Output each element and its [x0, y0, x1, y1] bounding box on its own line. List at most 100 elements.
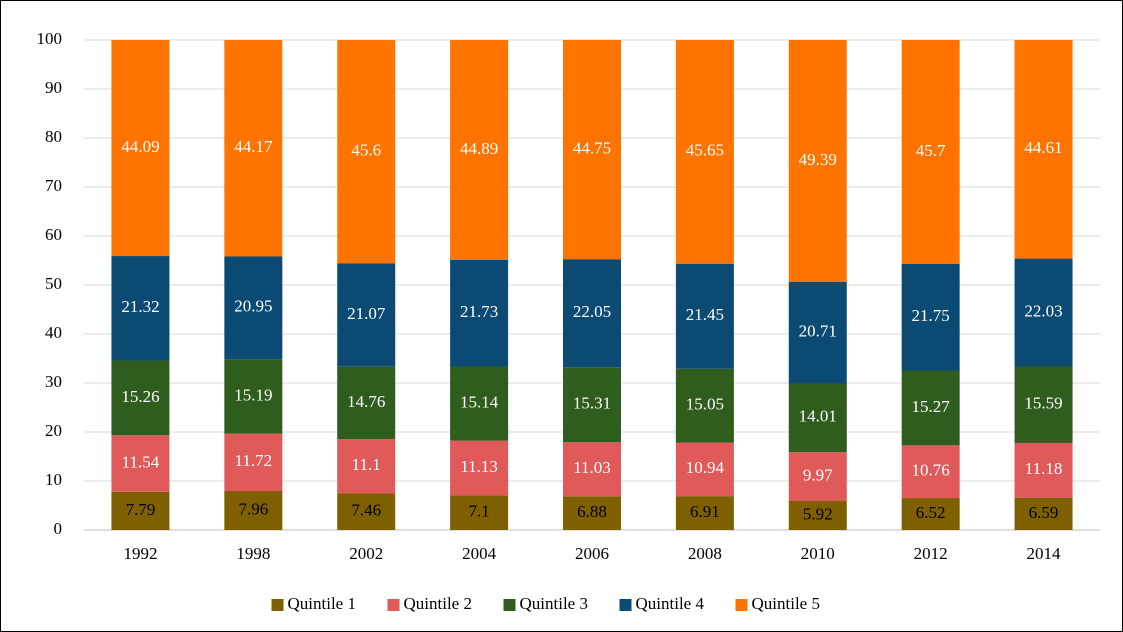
bar-segment [788, 40, 847, 283]
bar-segment [901, 370, 960, 446]
x-tick-label: 2012 [914, 544, 948, 563]
data-label: 7.96 [238, 499, 268, 518]
data-label: 49.39 [799, 150, 837, 169]
data-label: 15.19 [234, 385, 272, 404]
bar-segment [1014, 40, 1073, 259]
bar-segment [337, 439, 396, 494]
data-label: 44.17 [234, 137, 273, 156]
data-label: 21.07 [347, 304, 386, 323]
bar-segment [111, 491, 170, 530]
data-label: 6.52 [916, 503, 946, 522]
bar-segment [675, 496, 734, 530]
bar-segment [224, 490, 283, 530]
bar-segment [111, 360, 170, 436]
data-label: 44.75 [573, 138, 611, 157]
bar-segment [450, 366, 509, 441]
data-label: 45.65 [686, 141, 724, 160]
x-tick-label: 2006 [575, 544, 609, 563]
bar-segment [111, 256, 170, 361]
data-label: 15.31 [573, 394, 611, 413]
bar-segment [1014, 258, 1073, 367]
data-label: 22.03 [1024, 301, 1062, 320]
data-label: 7.1 [468, 502, 489, 521]
legend-label: Quintile 2 [404, 594, 472, 613]
legend-swatch [387, 599, 400, 611]
bar-segment [337, 40, 396, 264]
y-tick-label: 60 [45, 225, 62, 244]
data-label: 15.27 [912, 397, 951, 416]
bar-segment [788, 282, 847, 384]
bar-segment [901, 263, 960, 371]
bar-segment [788, 383, 847, 453]
x-tick-label: 1992 [123, 544, 157, 563]
data-label: 22.05 [573, 302, 611, 321]
bar-segment [224, 359, 283, 434]
x-tick-label: 2010 [801, 544, 835, 563]
data-label: 7.46 [351, 501, 381, 520]
bar-segment [337, 493, 396, 530]
data-label: 11.18 [1025, 459, 1063, 478]
legend-label: Quintile 4 [636, 594, 705, 613]
data-label: 15.59 [1024, 394, 1062, 413]
bar-segment [788, 500, 847, 530]
y-tick-label: 0 [54, 519, 63, 538]
data-label: 11.1 [352, 455, 381, 474]
y-tick-label: 50 [45, 274, 62, 293]
y-tick-label: 70 [45, 176, 62, 195]
data-label: 6.59 [1029, 503, 1059, 522]
x-tick-label: 2014 [1027, 544, 1062, 563]
legend-label: Quintile 1 [288, 594, 356, 613]
bar-segment [563, 259, 621, 368]
data-label: 9.97 [803, 465, 833, 484]
bar-segment [788, 452, 847, 501]
data-label: 45.7 [916, 141, 946, 160]
bar-segment [450, 440, 509, 496]
data-label: 20.71 [799, 322, 837, 341]
bar-segment [111, 435, 170, 492]
data-label: 11.72 [235, 451, 273, 470]
y-tick-label: 80 [45, 127, 62, 146]
data-label: 21.75 [912, 306, 950, 325]
bar-segment [675, 442, 734, 497]
bar-segment [675, 263, 734, 369]
bar-segment [901, 498, 960, 530]
data-label: 6.88 [577, 502, 607, 521]
bar-segment [1014, 442, 1073, 498]
data-label: 21.73 [460, 302, 498, 321]
bar-segment [901, 40, 960, 264]
x-tick-label: 2004 [462, 544, 497, 563]
data-label: 44.09 [121, 137, 159, 156]
data-label: 20.95 [234, 297, 272, 316]
y-tick-label: 10 [45, 470, 62, 489]
bar-segment [675, 40, 734, 264]
bar-segment [337, 366, 396, 440]
y-tick-label: 40 [45, 323, 62, 342]
data-label: 10.94 [686, 458, 725, 477]
bar-segment [224, 256, 283, 360]
data-label: 11.03 [573, 458, 611, 477]
bar-segment [111, 40, 170, 257]
bar-segment [1014, 497, 1073, 530]
y-tick-label: 30 [45, 372, 62, 391]
bar-segment [337, 263, 396, 367]
bar-segment [224, 433, 283, 491]
bar-segment [563, 442, 621, 497]
bar-segment [224, 40, 283, 257]
legend-label: Quintile 5 [752, 594, 820, 613]
data-label: 44.61 [1024, 138, 1062, 157]
legend-swatch [503, 599, 516, 611]
legend-swatch [735, 599, 748, 611]
data-label: 11.13 [460, 457, 498, 476]
data-label: 5.92 [803, 504, 833, 523]
bar-segment [450, 495, 509, 530]
data-label: 7.79 [126, 500, 156, 519]
data-label: 14.76 [347, 392, 385, 411]
data-label: 6.91 [690, 502, 720, 521]
legend-swatch [619, 599, 632, 611]
bar-segment [563, 367, 621, 443]
data-label: 45.6 [351, 141, 381, 160]
data-label: 21.32 [121, 297, 159, 316]
bar-segment [450, 40, 509, 261]
data-label: 15.14 [460, 392, 499, 411]
